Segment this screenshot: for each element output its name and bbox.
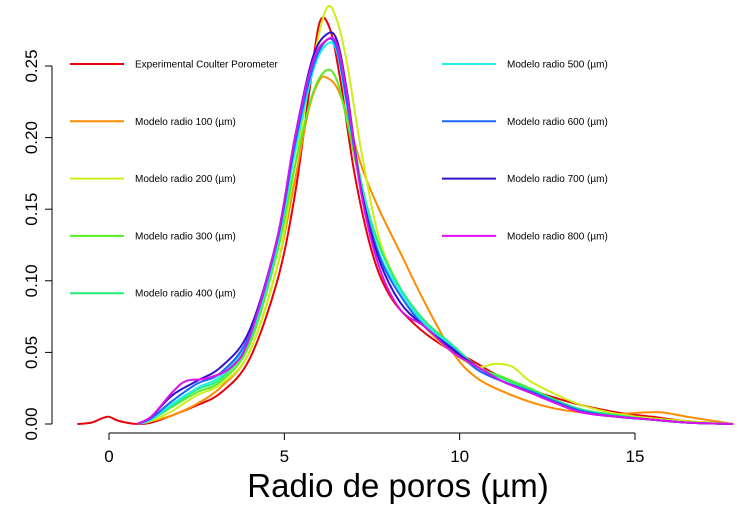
- legend-label: Modelo radio 700 (µm): [507, 174, 608, 185]
- legend-label: Modelo radio 200 (µm): [135, 174, 236, 185]
- legend-label: Modelo radio 300 (µm): [135, 231, 236, 242]
- x-tick-label: 10: [450, 447, 469, 466]
- x-tick-label: 15: [626, 447, 645, 466]
- series-line-3: [136, 4, 734, 425]
- y-tick-label: 0.05: [22, 336, 41, 369]
- legend-label: Modelo radio 500 (µm): [507, 60, 608, 71]
- legend: Experimental Coulter Porometer Modelo rad…: [70, 60, 608, 300]
- x-tick-label: 0: [104, 447, 113, 466]
- series-line-1: [77, 16, 734, 425]
- y-tick-label: 0.15: [22, 193, 41, 226]
- legend-label: Modelo radio 600 (µm): [507, 117, 608, 128]
- legend-label: Modelo radio 100 (µm): [135, 117, 236, 128]
- y-tick-label: 0.25: [22, 49, 41, 82]
- legend-label: Modelo radio 400 (µm): [135, 289, 236, 300]
- y-tick-label: 0.00: [22, 407, 41, 440]
- y-tick-label: 0.20: [22, 121, 41, 154]
- series-line-2: [136, 75, 734, 425]
- x-axis: 0 5 10 15: [104, 432, 645, 466]
- legend-label: Experimental Coulter Porometer: [135, 60, 279, 71]
- series-line-9: [136, 36, 734, 425]
- y-axis: 0.00 0.05 0.10 0.15 0.20 0.25: [22, 49, 53, 441]
- series-line-8: [136, 31, 734, 425]
- legend-label: Modelo radio 800 (µm): [507, 231, 608, 242]
- y-tick-label: 0.10: [22, 264, 41, 297]
- series-lines: [77, 4, 734, 425]
- x-axis-label: Radio de poros (µm): [247, 467, 548, 504]
- x-tick-label: 5: [280, 447, 289, 466]
